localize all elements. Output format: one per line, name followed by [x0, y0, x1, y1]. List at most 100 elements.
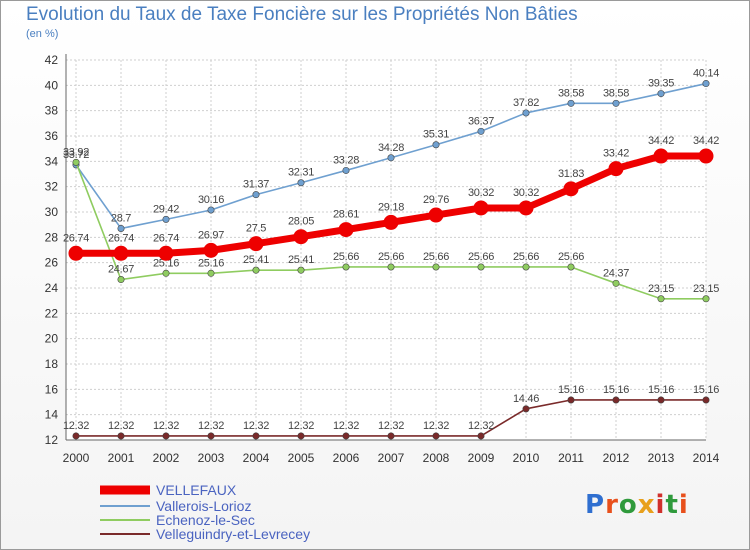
y-tick-label: 18	[45, 357, 59, 371]
data-point	[657, 396, 665, 404]
data-point	[252, 432, 260, 440]
data-point	[117, 432, 125, 440]
y-tick-label: 30	[45, 205, 59, 219]
data-point	[293, 229, 309, 245]
y-tick-label: 22	[45, 306, 59, 320]
data-label: 29.76	[423, 194, 449, 206]
data-point	[297, 266, 305, 274]
data-label: 12.32	[153, 420, 179, 432]
data-label: 37.82	[513, 97, 539, 109]
data-label: 25.66	[378, 251, 404, 263]
data-point	[608, 161, 624, 177]
data-point	[657, 295, 665, 303]
data-point	[567, 263, 575, 271]
data-point	[432, 432, 440, 440]
data-label: 34.42	[648, 135, 674, 147]
data-point	[702, 80, 710, 88]
data-point	[297, 179, 305, 187]
data-label: 26.74	[153, 232, 179, 244]
data-point	[203, 242, 219, 258]
x-tick-label: 2002	[153, 451, 180, 465]
legend-label: Velleguindry-et-Levrecey	[156, 526, 310, 542]
data-point	[612, 279, 620, 287]
data-label: 23.15	[693, 283, 719, 295]
data-label: 25.16	[153, 257, 179, 269]
data-label: 15.16	[648, 384, 674, 396]
y-tick-label: 12	[45, 433, 59, 447]
data-point	[567, 99, 575, 107]
data-point	[473, 200, 489, 216]
data-point	[657, 90, 665, 98]
data-label: 24.67	[108, 264, 134, 276]
y-tick-label: 20	[45, 332, 59, 346]
data-label: 23.15	[648, 283, 674, 295]
data-label: 12.32	[198, 420, 224, 432]
data-point	[207, 206, 215, 214]
data-label: 29.18	[378, 201, 404, 213]
data-label: 25.66	[513, 251, 539, 263]
data-label: 36.37	[468, 115, 494, 127]
data-label: 30.32	[513, 187, 539, 199]
data-label: 15.16	[693, 384, 719, 396]
data-point	[162, 269, 170, 277]
data-label: 25.41	[243, 254, 269, 266]
x-tick-label: 2010	[513, 451, 540, 465]
y-tick-label: 16	[45, 382, 59, 396]
y-tick-label: 32	[45, 180, 59, 194]
y-tick-label: 26	[45, 256, 59, 270]
data-label: 12.32	[423, 420, 449, 432]
data-label: 38.58	[603, 87, 629, 99]
legend-label: Echenoz-le-Sec	[156, 512, 255, 528]
data-label: 28.05	[288, 216, 314, 228]
data-label: 27.5	[246, 223, 266, 235]
data-point	[518, 200, 534, 216]
unit-label: (en %)	[26, 28, 59, 40]
data-point	[522, 405, 530, 413]
data-label: 25.41	[288, 254, 314, 266]
data-point	[387, 263, 395, 271]
data-point	[612, 99, 620, 107]
data-point	[207, 432, 215, 440]
x-tick-label: 2011	[558, 451, 584, 465]
x-tick-label: 2001	[108, 451, 135, 465]
data-point	[522, 263, 530, 271]
data-label: 39.35	[648, 78, 674, 90]
y-tick-label: 36	[45, 129, 59, 143]
data-point	[567, 396, 575, 404]
x-tick-label: 2008	[423, 451, 450, 465]
data-point	[342, 263, 350, 271]
data-point	[248, 236, 264, 252]
x-tick-label: 2012	[603, 451, 630, 465]
x-tick-label: 2000	[63, 451, 90, 465]
y-tick-label: 34	[45, 154, 59, 168]
data-label: 35.31	[423, 129, 449, 141]
data-label: 12.32	[108, 420, 134, 432]
data-label: 31.37	[243, 179, 269, 191]
data-point	[158, 245, 174, 261]
data-label: 12.32	[468, 420, 494, 432]
data-label: 25.66	[333, 251, 359, 263]
x-tick-label: 2007	[378, 451, 405, 465]
data-label: 31.83	[558, 168, 584, 180]
y-tick-label: 14	[45, 408, 59, 422]
data-label: 30.16	[198, 194, 224, 206]
data-label: 12.32	[288, 420, 314, 432]
data-point	[432, 141, 440, 149]
x-tick-label: 2009	[468, 451, 495, 465]
x-tick-label: 2006	[333, 451, 360, 465]
data-point	[387, 154, 395, 162]
data-label: 15.16	[558, 384, 584, 396]
data-point	[342, 432, 350, 440]
data-point	[162, 215, 170, 223]
data-label: 38.58	[558, 87, 584, 99]
data-label: 25.16	[198, 257, 224, 269]
data-label: 33.42	[603, 148, 629, 160]
data-point	[477, 127, 485, 135]
data-point	[653, 148, 669, 164]
data-point	[342, 166, 350, 174]
data-label: 34.42	[693, 135, 719, 147]
data-point	[252, 266, 260, 274]
data-point	[338, 222, 354, 238]
data-point	[477, 263, 485, 271]
data-label: 33.92	[63, 146, 89, 158]
